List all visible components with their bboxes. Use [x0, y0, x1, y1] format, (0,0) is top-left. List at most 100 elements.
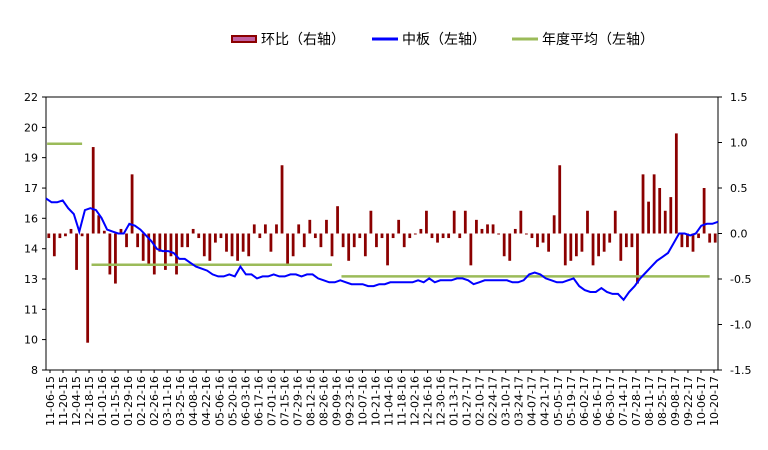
bar [525, 233, 528, 235]
bar [358, 233, 362, 239]
bar [408, 233, 412, 239]
right-axis-tick-label: -1.0 [730, 319, 751, 332]
bar [674, 133, 678, 234]
x-axis-tick-label: 01-13-17 [448, 376, 461, 426]
right-axis-tick-label: 1.0 [730, 137, 748, 150]
x-axis-tick-label: 01-27-17 [461, 376, 474, 426]
bar [136, 233, 140, 248]
x-axis-tick-label: 08-26-16 [317, 376, 330, 426]
bar [469, 233, 473, 266]
bar [241, 233, 245, 252]
bar [380, 233, 384, 239]
bar [491, 224, 495, 234]
bar [558, 165, 562, 234]
bar [180, 233, 184, 248]
bar [169, 233, 173, 257]
left-axis-tick-label: 11 [24, 303, 38, 316]
left-axis-tick-label: 19 [24, 152, 38, 165]
left-axis-tick-label: 13 [24, 273, 38, 286]
x-axis-tick-label: 05-19-17 [565, 376, 578, 426]
bar [230, 233, 234, 257]
x-axis-tick-label: 09-08-17 [669, 376, 682, 426]
bar [369, 210, 373, 234]
bar [513, 228, 517, 234]
bar [586, 210, 589, 234]
bar [502, 233, 506, 257]
bar [280, 165, 284, 234]
x-axis-tick-label: 07-14-17 [617, 376, 630, 426]
right-axis-tick-label: 0.0 [730, 228, 748, 241]
bar [713, 233, 717, 243]
x-axis-tick-label: 09-22-17 [682, 376, 695, 426]
x-axis-tick-label: 12-16-16 [422, 376, 435, 426]
bar [686, 233, 689, 248]
x-axis-tick-label: 04-07-17 [526, 376, 539, 426]
left-axis-tick-label: 14 [24, 243, 38, 256]
bar [475, 219, 478, 234]
bar [263, 224, 267, 234]
x-axis-tick-label: 06-03-16 [239, 376, 252, 426]
x-axis-tick-label: 10-21-16 [369, 376, 382, 426]
bar [486, 224, 489, 234]
x-axis-tick-label: 03-24-17 [513, 376, 526, 426]
x-axis-tick-label: 07-28-17 [630, 376, 643, 426]
bar [608, 233, 612, 243]
bar [636, 233, 639, 284]
x-axis-tick-label: 10-06-17 [695, 376, 708, 426]
bar [64, 233, 67, 237]
bar [613, 210, 617, 234]
bar [480, 228, 484, 234]
left-axis-tick-label: 16 [24, 212, 38, 225]
bar [219, 233, 223, 239]
bar [347, 233, 351, 261]
bar [319, 233, 323, 248]
left-axis-tick-label: 20 [24, 121, 38, 134]
x-axis-tick-label: 09-23-16 [343, 376, 356, 426]
bar [413, 233, 417, 235]
bar [175, 233, 178, 275]
x-axis-tick-label: 04-21-17 [539, 376, 552, 426]
bar [47, 233, 51, 239]
x-axis-tick-label: 12-30-16 [435, 376, 448, 426]
bar [141, 233, 145, 261]
bar [391, 233, 395, 239]
x-axis-tick-label: 07-29-16 [291, 376, 304, 426]
bar [119, 228, 123, 234]
x-axis-tick-label: 06-02-17 [578, 376, 591, 426]
bar [552, 215, 556, 234]
bar [330, 233, 334, 257]
bar [286, 233, 289, 266]
bar [519, 210, 523, 234]
x-axis-tick-label: 12-02-16 [409, 376, 422, 426]
bar [441, 233, 445, 239]
x-axis-tick-label: 12-04-15 [70, 376, 83, 426]
bar [397, 219, 401, 234]
bar [497, 233, 501, 235]
x-axis-tick-label: 11-06-15 [44, 376, 57, 426]
bar [619, 233, 623, 261]
bar [75, 233, 78, 270]
x-axis-tick-label: 02-26-16 [148, 376, 161, 426]
x-axis-tick-label: 08-11-17 [643, 376, 656, 426]
bar [147, 233, 151, 266]
bar [91, 147, 95, 234]
line-series-group [45, 142, 719, 302]
right-axis-tick-label: 1.5 [730, 91, 748, 104]
x-axis-tick-label: 10-07-16 [356, 376, 369, 426]
price-line [45, 197, 719, 302]
bar [80, 233, 84, 237]
bar [363, 233, 367, 257]
bar [452, 210, 456, 234]
x-axis-tick-label: 11-04-16 [383, 376, 396, 426]
bar [597, 233, 600, 257]
bar [386, 233, 389, 266]
x-axis-tick-label: 06-30-17 [604, 376, 617, 426]
legend-swatch-bar-inner [233, 37, 255, 41]
bar [591, 233, 595, 266]
bar [352, 233, 356, 248]
bar [508, 233, 512, 261]
x-axis-tick-label: 03-25-16 [174, 376, 187, 426]
bar [447, 233, 451, 239]
x-axis-tick-label: 03-11-16 [161, 376, 174, 426]
bar [275, 224, 278, 234]
